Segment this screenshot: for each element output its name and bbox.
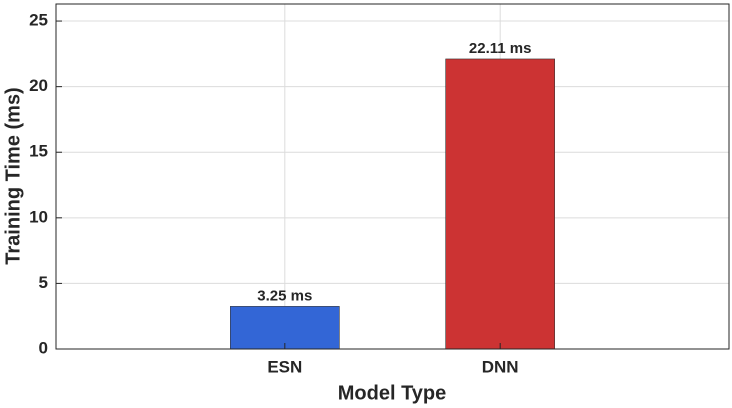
x-axis-label: Model Type (338, 382, 447, 404)
bar (445, 58, 555, 350)
y-tick-label: 5 (39, 273, 48, 292)
y-tick-label: 25 (29, 11, 48, 30)
bar (230, 306, 340, 350)
x-tick-label: DNN (482, 357, 519, 376)
axes-box (55, 3, 730, 350)
y-tick-label: 10 (29, 207, 48, 226)
y-axis-label: Training Time (ms) (2, 87, 24, 264)
y-tick-label: 15 (29, 142, 48, 161)
value-label: 22.11 ms (469, 40, 532, 57)
x-tick-label: ESN (267, 357, 302, 376)
plot-area (56, 4, 729, 349)
value-label: 3.25 ms (257, 287, 312, 304)
y-tick-label: 20 (29, 76, 48, 95)
y-tick-label: 0 (39, 338, 48, 357)
